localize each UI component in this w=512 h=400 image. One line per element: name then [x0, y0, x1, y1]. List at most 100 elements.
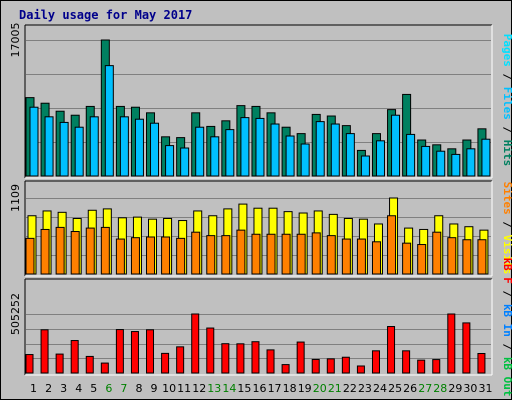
x-tick-label: 29	[448, 382, 462, 395]
x-tick-label: 5	[90, 382, 97, 395]
kbf-bar	[432, 359, 441, 374]
kbf-bar	[387, 326, 396, 374]
files-bar	[225, 129, 235, 177]
sites-bar	[417, 244, 427, 275]
files-bar	[255, 117, 265, 177]
x-tick-label: 25	[388, 382, 402, 395]
legend-item: /	[501, 284, 512, 304]
x-tick-label: 15	[237, 382, 251, 395]
sites-bar	[251, 233, 261, 275]
x-tick-label: 28	[433, 382, 447, 395]
kbf-bar	[191, 313, 200, 374]
x-tick-label: 6	[105, 382, 112, 395]
files-bar	[406, 133, 416, 177]
chart-title: Daily usage for May 2017	[19, 8, 193, 22]
sites-bar	[146, 236, 156, 275]
sites-bar	[402, 242, 412, 275]
sites-bar	[40, 228, 50, 275]
files-bar	[150, 122, 160, 177]
sites-bar	[371, 241, 381, 275]
kbf-bar	[341, 356, 350, 374]
legend-item: Visits	[501, 235, 512, 275]
files-bar	[180, 147, 190, 177]
legend-label: Sites / Visits	[501, 182, 512, 275]
files-bar	[74, 126, 84, 177]
x-tick-label: 7	[120, 382, 127, 395]
sites-bar	[281, 233, 291, 275]
x-tick-label: 10	[162, 382, 176, 395]
sites-bar	[432, 231, 442, 275]
legend-item: Sites	[501, 182, 512, 215]
kbf-bar	[161, 352, 170, 374]
kbf-bar	[115, 329, 124, 374]
kbf-bar	[462, 322, 471, 374]
files-bar	[315, 121, 325, 177]
legend-item: /	[501, 215, 512, 235]
files-bar	[195, 126, 205, 177]
files-bar	[375, 140, 385, 177]
sites-bar	[236, 229, 246, 275]
files-bar	[421, 145, 431, 177]
x-tick-label: 20	[313, 382, 327, 395]
files-bar	[345, 133, 355, 177]
legend-item: kB Out	[501, 357, 512, 397]
x-tick-label: 23	[358, 382, 372, 395]
x-tick-label: 21	[328, 382, 342, 395]
kbf-bar	[417, 359, 426, 374]
x-tick-label: 11	[177, 382, 191, 395]
x-tick-label: 19	[298, 382, 312, 395]
files-bar	[391, 114, 401, 177]
sites-bar	[100, 226, 110, 275]
kbf-bar	[25, 354, 34, 374]
kbf-bar	[100, 362, 109, 374]
x-tick-label: 16	[253, 382, 267, 395]
kbf-bar	[477, 352, 486, 374]
y-max-label: 1109	[9, 184, 22, 212]
x-tick-label: 3	[60, 382, 67, 395]
files-bar	[466, 148, 476, 177]
sites-bar	[115, 238, 125, 275]
sites-bar	[326, 235, 336, 275]
files-bar	[300, 143, 310, 177]
sites-bar	[161, 236, 171, 275]
files-bar	[119, 116, 129, 177]
x-tick-label: 14	[222, 382, 236, 395]
x-tick-label: 24	[373, 382, 387, 395]
x-tick-label: 12	[192, 382, 206, 395]
sites-bar	[70, 231, 80, 275]
sites-bar	[191, 231, 201, 275]
files-bar	[210, 136, 220, 177]
sites-bar	[311, 232, 321, 275]
kbf-bar	[55, 353, 64, 374]
x-tick-label: 31	[478, 382, 492, 395]
y-max-label: 17005	[9, 23, 22, 58]
files-bar	[451, 153, 461, 177]
kbf-bar	[85, 355, 94, 374]
kbf-bar	[371, 350, 380, 374]
legend-item: /	[501, 67, 512, 87]
legend-item: Hits	[501, 140, 512, 167]
sites-bar	[296, 233, 306, 275]
kbf-bar	[176, 346, 185, 374]
kbf-bar	[40, 329, 49, 374]
sites-bar	[356, 238, 366, 275]
kbf-bar	[281, 364, 290, 374]
x-tick-label: 1	[30, 382, 37, 395]
x-tick-label: 26	[403, 382, 417, 395]
files-bar	[360, 155, 370, 177]
x-tick-label: 2	[45, 382, 52, 395]
kbf-bar	[146, 329, 155, 374]
x-tick-label: 30	[463, 382, 477, 395]
sites-bar	[266, 233, 276, 275]
sites-bar	[477, 239, 487, 275]
files-bar	[481, 138, 491, 177]
files-bar	[29, 106, 39, 177]
sites-bar	[206, 235, 216, 275]
files-bar	[134, 118, 144, 177]
x-tick-label: 27	[418, 382, 432, 395]
files-bar	[165, 145, 175, 177]
x-tick-label: 13	[207, 382, 221, 395]
y-max-label: 505252	[9, 293, 22, 335]
kbf-bar	[326, 358, 335, 374]
